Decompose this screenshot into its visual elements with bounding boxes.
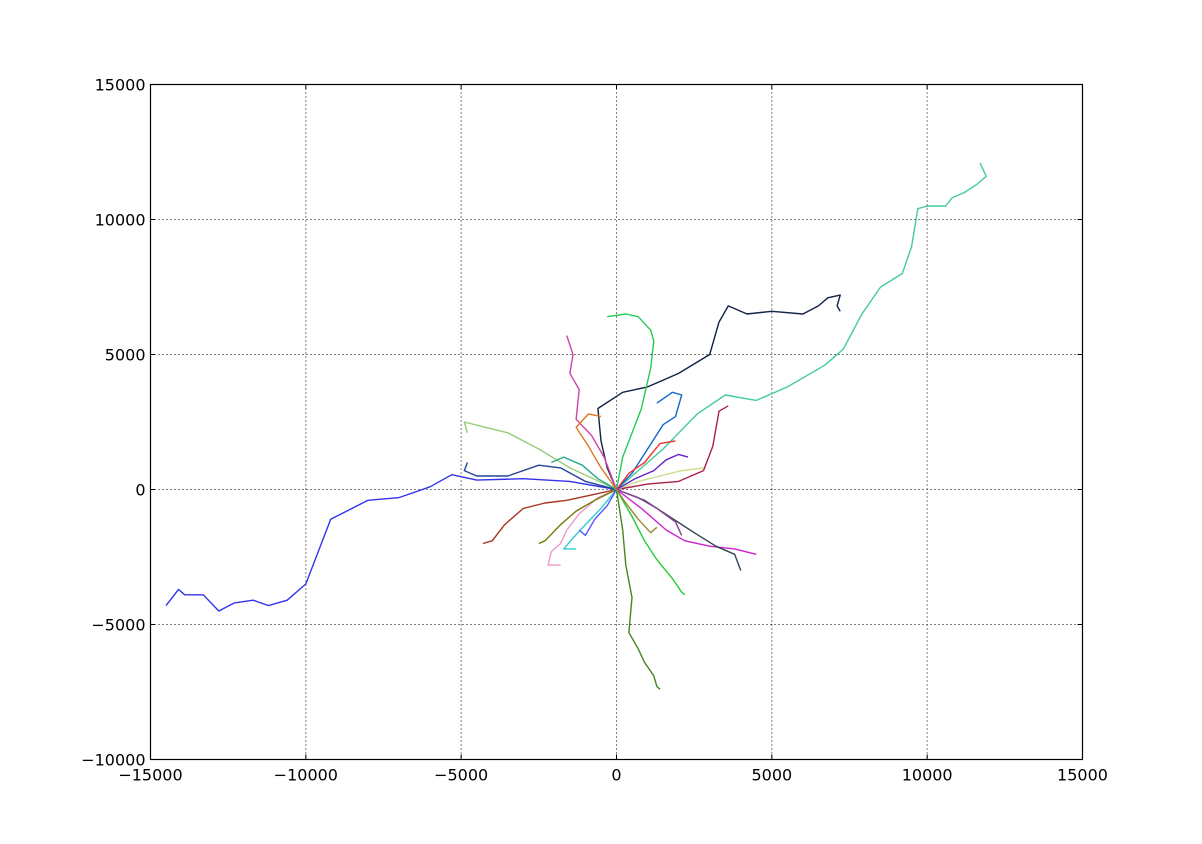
y-tick-label: 15000: [95, 76, 146, 95]
trajectory-line-22: [615, 440, 676, 490]
y-tick-label: 10000: [95, 211, 146, 230]
x-tick-label: 15000: [1057, 766, 1108, 785]
trajectory-line-15: [563, 489, 618, 550]
trajectory-line-7: [463, 462, 617, 491]
trajectory-line-20: [616, 488, 683, 536]
x-tick-label: 5000: [751, 766, 792, 785]
plot-frame: [149, 83, 1084, 761]
axis-ticks: −15000 −10000 −5000 0 5000 10000 15000−10000−5…: [81, 76, 1108, 785]
x-tick-label: −15000: [118, 766, 182, 785]
y-tick-label: 5000: [105, 346, 146, 365]
trajectory-line-6: [463, 421, 617, 491]
x-tick-label: 10000: [902, 766, 953, 785]
y-tick-label: −10000: [81, 751, 145, 770]
trajectory-line-18: [616, 453, 689, 491]
trajectory-line-0: [165, 474, 617, 612]
trajectory-line-19: [575, 413, 618, 490]
trajectory-line-3: [607, 313, 655, 490]
grid-lines: [150, 84, 1083, 760]
trajectory-line-2: [597, 294, 841, 490]
x-tick-label: 0: [611, 766, 621, 785]
trajectory-line-14: [616, 488, 742, 571]
x-tick-label: −5000: [434, 766, 488, 785]
trajectory-line-17: [538, 488, 617, 545]
trajectory-line-16: [616, 467, 704, 491]
trajectory-line-4: [615, 489, 661, 690]
y-tick-label: −5000: [91, 616, 145, 635]
trajectory-line-24: [615, 489, 658, 534]
x-tick-label: −10000: [274, 766, 338, 785]
y-tick-label: 0: [135, 481, 145, 500]
trajectory-line-1: [616, 162, 987, 491]
trajectory-line-9: [616, 488, 757, 555]
trajectory-line-5: [566, 335, 618, 490]
trajectory-line-23: [578, 489, 618, 537]
trajectory-line-10: [482, 488, 617, 545]
trajectory-line-8: [616, 405, 729, 491]
trajectory-series: [165, 162, 987, 690]
trajectory-line-21: [551, 456, 617, 491]
trajectory-line-13: [615, 489, 686, 596]
